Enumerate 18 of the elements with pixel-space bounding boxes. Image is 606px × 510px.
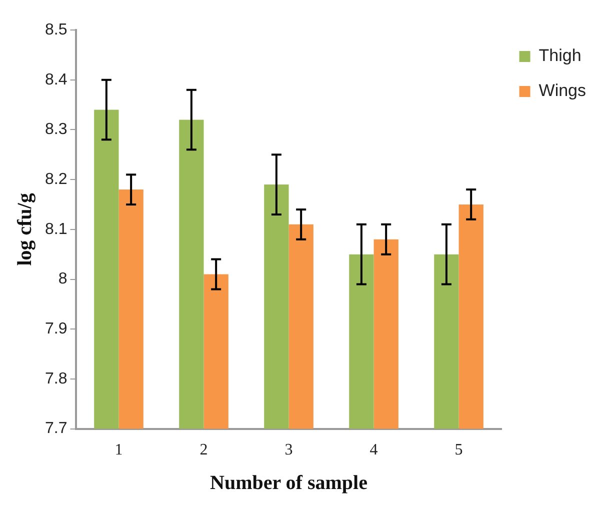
y-tick-label: 8.5 [44,21,68,38]
x-tick-label: 3 [284,442,293,459]
x-axis-title: Number of sample [210,472,368,494]
y-tick-label: 8.1 [44,220,68,238]
x-tick-label: 4 [370,442,378,459]
y-tick-label: 8.3 [44,121,68,138]
y-tick-label: 8 [58,270,68,288]
y-tick-label: 8.4 [44,71,68,88]
x-tick-label: 5 [454,442,463,459]
y-tick-label: 7.9 [44,320,68,338]
y-tick-label: 7.7 [44,420,68,438]
x-tick-label: 2 [200,442,208,459]
x-tick-label: 1 [114,442,123,459]
legend-label: Thigh [538,46,582,66]
y-axis-title: log cfu/g [14,193,36,266]
y-tick-label: 8.2 [44,170,68,188]
y-tick-label: 7.8 [44,370,68,388]
legend-label: Wings [538,81,586,100]
